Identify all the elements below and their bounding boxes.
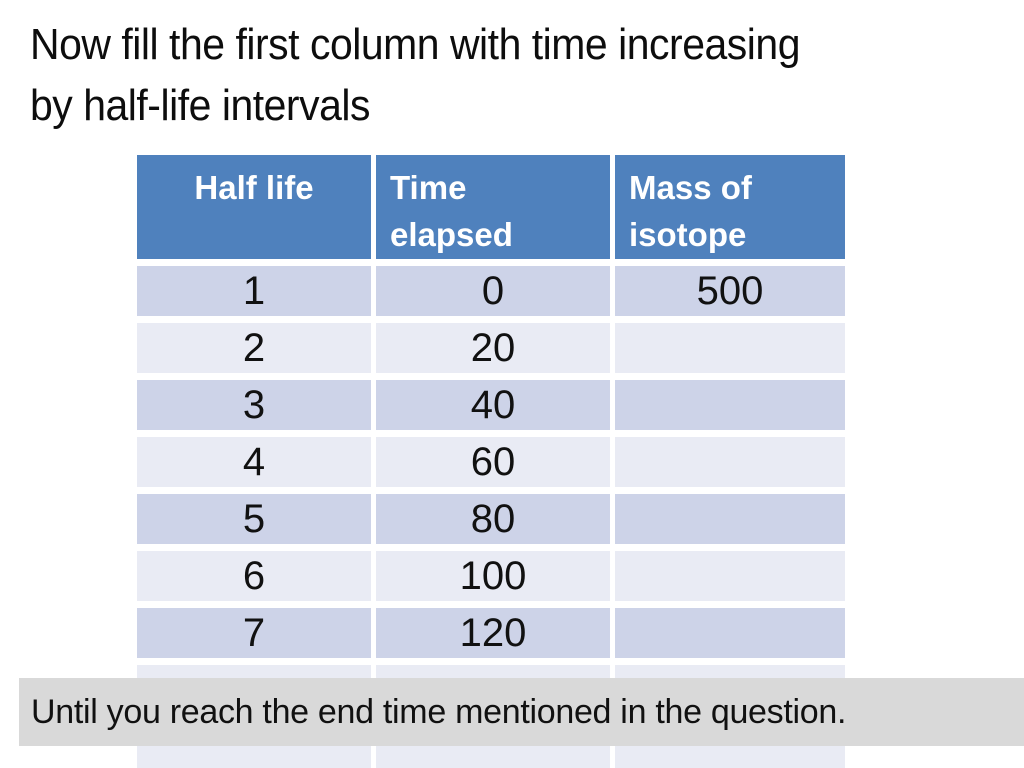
table-cell-mass-1: 500 <box>615 266 845 316</box>
table-cell-halflife-5: 5 <box>137 494 371 544</box>
table-cell-mass-2 <box>615 323 845 373</box>
table-cell-mass-7 <box>615 608 845 658</box>
table-header-half-life: Half life <box>137 155 371 259</box>
table-cell-time-1: 0 <box>376 266 610 316</box>
table-cell-mass-6 <box>615 551 845 601</box>
table-cell-halflife-4: 4 <box>137 437 371 487</box>
table-cell-time-7: 120 <box>376 608 610 658</box>
table-header-mass-of-isotope-label: Mass of isotope <box>629 169 752 253</box>
slide-title-line2: by half-life intervals <box>30 81 371 130</box>
slide-title: Now fill the first column with time incr… <box>30 14 979 136</box>
table-cell-time-5: 80 <box>376 494 610 544</box>
table-cell-halflife-3: 3 <box>137 380 371 430</box>
table-header-half-life-label: Half life <box>194 169 314 206</box>
table-cell-halflife-2: 2 <box>137 323 371 373</box>
bottom-caption-text: Until you reach the end time mentioned i… <box>31 692 847 731</box>
table-cell-halflife-6: 6 <box>137 551 371 601</box>
table-cell-halflife-7: 7 <box>137 608 371 658</box>
half-life-table: Half life Time elapsed Mass of isotope 1… <box>137 155 845 768</box>
table-cell-time-3: 40 <box>376 380 610 430</box>
table-cell-time-4: 60 <box>376 437 610 487</box>
table-cell-mass-5 <box>615 494 845 544</box>
bottom-caption-banner: Until you reach the end time mentioned i… <box>19 678 1024 746</box>
table-cell-time-2: 20 <box>376 323 610 373</box>
slide-title-line1: Now fill the first column with time incr… <box>30 20 800 69</box>
table-header-mass-of-isotope: Mass of isotope <box>615 155 845 259</box>
table-header-time-elapsed: Time elapsed <box>376 155 610 259</box>
table-cell-mass-3 <box>615 380 845 430</box>
table-header-time-elapsed-label: Time elapsed <box>390 169 513 253</box>
table-cell-mass-4 <box>615 437 845 487</box>
table-cell-time-6: 100 <box>376 551 610 601</box>
table-cell-halflife-1: 1 <box>137 266 371 316</box>
